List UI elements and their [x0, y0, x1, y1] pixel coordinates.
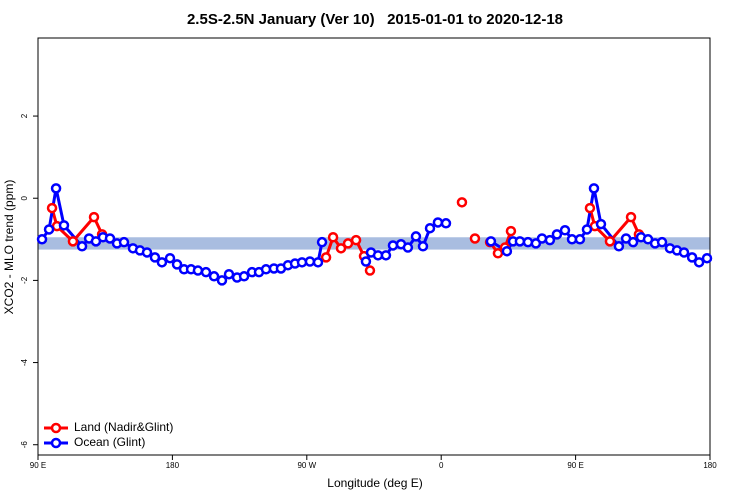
data-point [544, 234, 556, 246]
x-tick-label: 0 [439, 461, 444, 470]
data-point [584, 202, 596, 214]
data-point [485, 236, 497, 247]
legend-label: Land (Nadir&Glint) [74, 420, 173, 434]
data-point [432, 217, 444, 228]
data-point [164, 252, 176, 264]
x-axis-label: Longitude (deg E) [327, 476, 422, 490]
data-point [701, 252, 713, 264]
data-point [223, 268, 235, 280]
y-tick-label: 2 [20, 113, 29, 118]
data-point [588, 183, 600, 194]
data-point [402, 242, 414, 253]
data-point [238, 271, 250, 282]
legend-marker [50, 437, 62, 449]
data-point [192, 265, 204, 276]
data-point [522, 236, 534, 248]
data-point [364, 265, 376, 276]
data-point [678, 247, 690, 258]
data-point [104, 233, 116, 244]
data-point [440, 218, 452, 229]
data-point [304, 256, 316, 267]
data-point [559, 225, 571, 236]
data-point [424, 222, 436, 234]
data-point [149, 252, 161, 263]
data-point [656, 236, 668, 248]
data-point [469, 233, 481, 244]
data-point [581, 224, 593, 235]
data-point [67, 236, 79, 247]
data-point [171, 259, 183, 270]
data-point [595, 218, 607, 230]
x-tick-label: 90 W [297, 461, 316, 470]
plot-frame [37, 37, 711, 456]
data-point [88, 211, 100, 223]
legend-marker [50, 422, 62, 434]
data-point [46, 202, 58, 214]
data-point [505, 225, 517, 237]
data-point [342, 238, 354, 249]
y-tick-label: -6 [20, 441, 29, 449]
y-tick-label: 0 [20, 195, 29, 200]
data-point [327, 232, 339, 243]
data-point [320, 252, 332, 263]
data-point [387, 240, 399, 251]
data-point [58, 220, 70, 231]
data-point [335, 243, 347, 254]
series-line [40, 186, 708, 282]
data-point [456, 197, 468, 208]
x-tick-label: 180 [703, 461, 717, 470]
data-point [501, 245, 513, 257]
data-point [604, 236, 616, 247]
data-point [208, 271, 220, 282]
x-tick-label: 90 E [30, 461, 46, 470]
x-tick-label: 180 [166, 461, 180, 470]
y-axis-label: XCO2 - MLO trend (ppm) [2, 180, 16, 315]
data-point [514, 236, 526, 247]
data-point [36, 234, 48, 245]
data-point [50, 183, 62, 194]
data-point [551, 229, 563, 240]
legend-label: Ocean (Glint) [74, 435, 145, 449]
x-tick-label: 90 E [567, 461, 583, 470]
data-point [380, 250, 392, 261]
data-point [492, 248, 504, 259]
data-point [574, 234, 586, 245]
data-point [360, 256, 372, 267]
y-tick-label: -2 [20, 276, 29, 284]
chart-title: 2.5S-2.5N January (Ver 10) 2015-01-01 to… [187, 11, 563, 28]
data-point [613, 241, 625, 252]
data-point [76, 241, 88, 252]
data-point [410, 231, 422, 242]
data-point [627, 236, 639, 248]
data-point [141, 247, 153, 258]
data-point [43, 224, 55, 235]
y-tick-label: -4 [20, 358, 29, 366]
data-point [316, 236, 328, 248]
data-point [216, 275, 228, 286]
data-point [118, 236, 130, 248]
data-point [693, 257, 705, 268]
data-point [312, 257, 324, 268]
data-point [686, 252, 698, 263]
data-point [417, 241, 429, 252]
data-point [156, 257, 168, 268]
data-point [350, 234, 362, 246]
data-point [200, 266, 212, 278]
data-point [625, 211, 637, 223]
